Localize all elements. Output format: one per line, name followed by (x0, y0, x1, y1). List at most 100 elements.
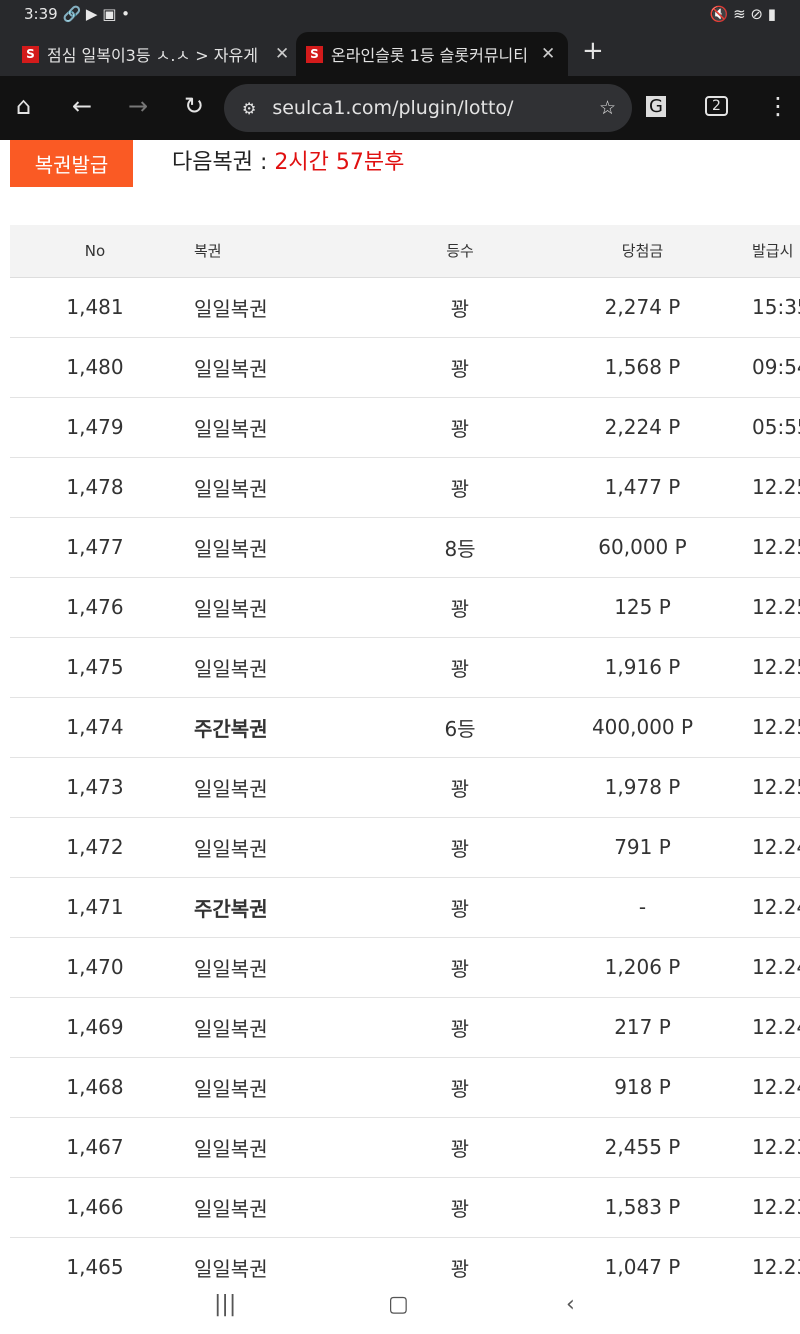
back-button-icon[interactable]: ‹ (566, 1292, 575, 1317)
table-cell: 일일복권 (180, 757, 370, 818)
home-icon[interactable]: ⌂ (16, 92, 32, 120)
table-cell: 일일복권 (180, 1057, 370, 1118)
system-nav-bar: ||| ▢ ‹ (0, 1284, 800, 1334)
table-cell: 8등 (370, 517, 550, 578)
table-cell: 125 P (550, 577, 735, 638)
tab-title: 점심 일복이3등 ㅅ.ㅅ > 자유게 (47, 46, 258, 65)
site-favicon-icon: S (22, 45, 39, 63)
table-cell: 일일복권 (180, 1237, 370, 1284)
table-cell: 12.24 (735, 817, 800, 878)
column-header: 등수 (370, 225, 550, 278)
table-cell: 12.24 (735, 937, 800, 998)
table-cell: 1,474 (10, 697, 180, 758)
reload-icon[interactable]: ↻ (184, 92, 205, 120)
site-favicon-icon: S (306, 45, 323, 63)
column-header: No (10, 225, 180, 278)
home-button-icon[interactable]: ▢ (388, 1292, 409, 1317)
next-time: 2시간 57분후 (274, 150, 405, 175)
page-content: 복권발급 다음복권 : 2시간 57분후 No 복권 등수 당첨금 발급시 1,481 일… (0, 140, 800, 1284)
table-cell: 1,469 (10, 997, 180, 1058)
table-cell: 12.24 (735, 1057, 800, 1118)
table-cell: 1,477 (10, 517, 180, 578)
table-cell: 1,568 P (550, 337, 735, 398)
table-cell: 1,477 P (550, 457, 735, 518)
close-tab-icon[interactable]: ✕ (541, 44, 556, 64)
table-cell: 일일복권 (180, 1177, 370, 1238)
table-cell: 12.24 (735, 997, 800, 1058)
table-cell: 꽝 (370, 937, 550, 998)
table-cell: 일일복권 (180, 277, 370, 338)
table-cell: 2,224 P (550, 397, 735, 458)
tab-1[interactable]: S 점심 일복이3등 ㅅ.ㅅ > 자유게 ✕ (22, 32, 292, 76)
table-cell: 1,481 (10, 277, 180, 338)
tab-title: 온라인슬롯 1등 슬롯커뮤니티 (331, 46, 528, 65)
table-cell: 꽝 (370, 817, 550, 878)
table-cell: 꽝 (370, 397, 550, 458)
bookmark-star-icon[interactable]: ☆ (598, 97, 616, 119)
table-cell: 791 P (550, 817, 735, 878)
back-icon[interactable]: ← (72, 92, 93, 120)
issue-lottery-button[interactable]: 복권발급 (10, 140, 133, 187)
site-settings-icon[interactable]: ⚙ (242, 98, 257, 118)
translate-icon[interactable]: G (646, 96, 666, 117)
table-cell: 6등 (370, 697, 550, 758)
next-lottery: 다음복권 : 2시간 57분후 (172, 144, 404, 176)
table-cell: 12.25 (735, 517, 800, 578)
table-cell: 꽝 (370, 277, 550, 338)
table-cell: 1,465 (10, 1237, 180, 1284)
table-cell: 1,478 (10, 457, 180, 518)
column-header: 당첨금 (550, 225, 735, 278)
table-cell: 1,473 (10, 757, 180, 818)
browser-toolbar: ⌂ ← → ↻ ⚙ seulca1.com/plugin/lotto/ ☆ G … (0, 76, 800, 140)
close-tab-icon[interactable]: ✕ (275, 44, 290, 64)
address-bar[interactable]: ⚙ seulca1.com/plugin/lotto/ ☆ (224, 84, 632, 132)
table-cell: 꽝 (370, 997, 550, 1058)
table-cell: 일일복권 (180, 997, 370, 1058)
table-cell: 12.25 (735, 637, 800, 698)
table-cell: 일일복권 (180, 577, 370, 638)
table-cell: 05:55 (735, 397, 800, 458)
table-cell: 주간복권 (180, 697, 370, 758)
table-cell: 1,978 P (550, 757, 735, 818)
table-cell: 2,455 P (550, 1117, 735, 1178)
table-cell: 12.25 (735, 697, 800, 758)
table-cell: 꽝 (370, 877, 550, 938)
table-cell: 꽝 (370, 1237, 550, 1284)
tab-strip: S 점심 일복이3등 ㅅ.ㅅ > 자유게 ✕ S 온라인슬롯 1등 슬롯커뮤니티… (0, 28, 800, 76)
table-cell: 일일복권 (180, 337, 370, 398)
table-cell: 일일복권 (180, 397, 370, 458)
table-cell: 일일복권 (180, 1117, 370, 1178)
table-cell: 12.25 (735, 457, 800, 518)
recents-icon[interactable]: ||| (214, 1292, 237, 1317)
table-cell: 꽝 (370, 1117, 550, 1178)
table-cell: 1,475 (10, 637, 180, 698)
new-tab-icon[interactable]: + (582, 36, 604, 66)
table-cell: 12.25 (735, 757, 800, 818)
menu-icon[interactable]: ⋮ (766, 92, 790, 120)
notification-icons: 🔗 ▶ ▣ • (62, 5, 131, 23)
table-cell: 꽝 (370, 1057, 550, 1118)
table-cell: 1,476 (10, 577, 180, 638)
forward-icon[interactable]: → (128, 92, 149, 120)
table-cell: 15:35 (735, 277, 800, 338)
tab-2[interactable]: S 온라인슬롯 1등 슬롯커뮤니티 ✕ (296, 32, 568, 76)
tab-count-button[interactable]: 2 (705, 96, 728, 116)
table-cell: 꽝 (370, 637, 550, 698)
url-text: seulca1.com/plugin/lotto/ (272, 97, 514, 119)
table-cell: 1,583 P (550, 1177, 735, 1238)
table-cell: 400,000 P (550, 697, 735, 758)
table-cell: 1,480 (10, 337, 180, 398)
table-cell: 꽝 (370, 577, 550, 638)
